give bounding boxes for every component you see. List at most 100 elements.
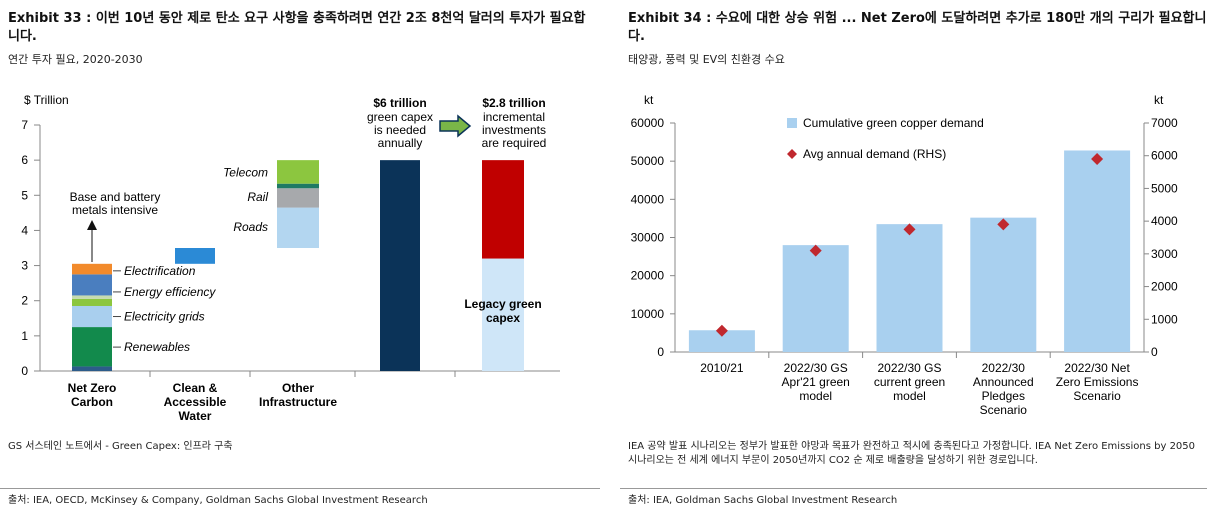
- annual-demand-marker: [997, 218, 1010, 231]
- segment-label: Energy efficiency: [124, 285, 216, 299]
- legend-label: Cumulative green copper demand: [803, 116, 984, 130]
- divider: [0, 488, 600, 489]
- bar-segment-roads: [277, 207, 319, 248]
- x-category-label: Carbon: [71, 395, 113, 409]
- y-axis-label-right: kt: [1154, 93, 1164, 107]
- x-category-label: Accessible: [164, 395, 227, 409]
- green-capex-annotation: green capex: [367, 110, 433, 124]
- annotation-arrowhead: [87, 220, 97, 230]
- legend-swatch-marker: [787, 149, 797, 159]
- x-category-label: Scenario: [1073, 389, 1121, 403]
- legacy-annotation: capex: [486, 311, 520, 325]
- segment-label: Renewables: [124, 340, 190, 354]
- bar-segment-electrification-top: [72, 263, 112, 275]
- y-axis-label-left: kt: [644, 93, 654, 107]
- y-tick-label-right: 3000: [1151, 247, 1178, 261]
- y-tick-label-right: 0: [1151, 345, 1158, 359]
- x-category-label: model: [893, 389, 926, 403]
- bar-segment-water: [175, 248, 215, 264]
- copper-demand-bar: [688, 330, 755, 352]
- bar-segment-energy-efficiency-band: [72, 295, 112, 299]
- x-category-label: Other: [282, 381, 314, 395]
- incremental-annotation: are required: [482, 136, 547, 150]
- bar-segment-base: [72, 366, 112, 371]
- base-battery-annotation: Base and battery: [70, 190, 161, 204]
- y-tick-label: 6: [21, 153, 28, 167]
- x-category-label: Clean &: [173, 381, 218, 395]
- legend-swatch-bar: [787, 118, 797, 128]
- exhibit-33-note: GS 서스테인 노트에서 - Green Capex: 인프라 구축: [8, 441, 233, 452]
- x-category-label: Infrastructure: [259, 395, 337, 409]
- y-tick-label-right: 6000: [1151, 149, 1178, 163]
- y-axis-label: $ Trillion: [24, 93, 69, 107]
- green-capex-annotation: annually: [378, 136, 423, 150]
- exhibit-34-source: 출처: IEA, Goldman Sachs Global Investment…: [628, 495, 898, 506]
- exhibit-33-title: Exhibit 33 : 이번 10년 동안 제로 탄소 요구 사항을 충족하려…: [8, 11, 586, 44]
- bar-segment-incremental-investments: [482, 160, 524, 259]
- x-category-label: 2022/30 GS: [784, 361, 848, 375]
- y-tick-label-right: 4000: [1151, 214, 1178, 228]
- base-battery-annotation: metals intensive: [72, 203, 158, 217]
- legacy-annotation: Legacy green: [464, 297, 541, 311]
- exhibit-34-title: Exhibit 34 : 수요에 대한 상승 위험 ... Net Zero에 …: [628, 11, 1207, 44]
- annual-demand-marker: [903, 223, 916, 236]
- legend-label: Avg annual demand (RHS): [803, 147, 946, 161]
- bar-segment-rail-band: [277, 183, 319, 189]
- x-category-label: current green: [874, 375, 945, 389]
- x-category-label: Water: [179, 409, 212, 423]
- y-tick-label: 4: [21, 223, 28, 237]
- y-tick-label: 1: [21, 329, 28, 343]
- x-category-label: model: [799, 389, 832, 403]
- green-capex-value: $6 trillion: [373, 96, 426, 110]
- bar-segment-renewables: [72, 327, 112, 367]
- bar-segment-electricity-grids: [72, 305, 112, 328]
- y-tick-label-left: 40000: [631, 192, 665, 206]
- y-tick-label-left: 30000: [631, 231, 665, 245]
- x-category-label: Announced: [973, 375, 1034, 389]
- annual-demand-marker: [715, 324, 728, 337]
- x-category-label: 2010/21: [700, 361, 744, 375]
- bar-segment-rail: [277, 188, 319, 208]
- bar-segment-electrification: [72, 274, 112, 296]
- incremental-annotation: incremental: [483, 110, 545, 124]
- x-category-label: Zero Emissions: [1056, 375, 1139, 389]
- copper-demand-bar: [1064, 150, 1131, 352]
- y-tick-label: 5: [21, 188, 28, 202]
- x-category-label: Pledges: [982, 389, 1025, 403]
- y-tick-label-left: 20000: [631, 269, 665, 283]
- copper-demand-chart: kt kt 0 10000 20000 30000 40000 50000 60000 0 1000…: [631, 93, 1178, 417]
- x-category-label: 2022/30 Net: [1064, 361, 1130, 375]
- x-category-label: Scenario: [980, 403, 1028, 417]
- copper-demand-bar: [782, 245, 849, 352]
- bar-segment-energy-efficiency: [72, 298, 112, 306]
- infra-label: Telecom: [223, 165, 268, 179]
- segment-label: Electricity grids: [124, 310, 205, 324]
- exhibit-33-subtitle: 연간 투자 필요, 2020-2030: [8, 53, 143, 66]
- segment-label: Electrification: [124, 264, 196, 278]
- exhibit-34-note: IEA 공약 발표 시나리오는 정부가 발표한 야망과 목표가 완전하고 적시에…: [628, 441, 1196, 466]
- infra-label: Rail: [247, 190, 268, 204]
- divider: [620, 488, 1207, 489]
- y-tick-label-left: 10000: [631, 307, 665, 321]
- y-tick-label-right: 2000: [1151, 280, 1178, 294]
- exhibit-34-panel: Exhibit 34 : 수요에 대한 상승 위험 ... Net Zero에 …: [620, 0, 1207, 514]
- y-tick-label-right: 1000: [1151, 312, 1178, 326]
- x-category-label: Apr'21 green: [782, 375, 850, 389]
- y-tick-label-left: 60000: [631, 116, 665, 130]
- y-tick-label: 2: [21, 294, 28, 308]
- annual-demand-marker: [809, 244, 822, 257]
- y-tick-label-left: 0: [657, 345, 664, 359]
- arrow-icon: [439, 114, 472, 138]
- y-tick-label-right: 7000: [1151, 116, 1178, 130]
- bar-segment-green-capex-needed: [380, 160, 420, 371]
- y-tick-label-left: 50000: [631, 154, 665, 168]
- x-category-label: 2022/30: [982, 361, 1026, 375]
- bar-segment-telecom: [277, 160, 319, 184]
- infra-label: Roads: [233, 220, 268, 234]
- y-tick-label: 3: [21, 259, 28, 273]
- exhibit-33-source: 출처: IEA, OECD, McKinsey & Company, Goldm…: [8, 495, 428, 506]
- y-tick-label: 7: [21, 118, 28, 132]
- copper-demand-bar: [970, 217, 1037, 352]
- bar-segment-legacy-green-capex: [482, 258, 524, 371]
